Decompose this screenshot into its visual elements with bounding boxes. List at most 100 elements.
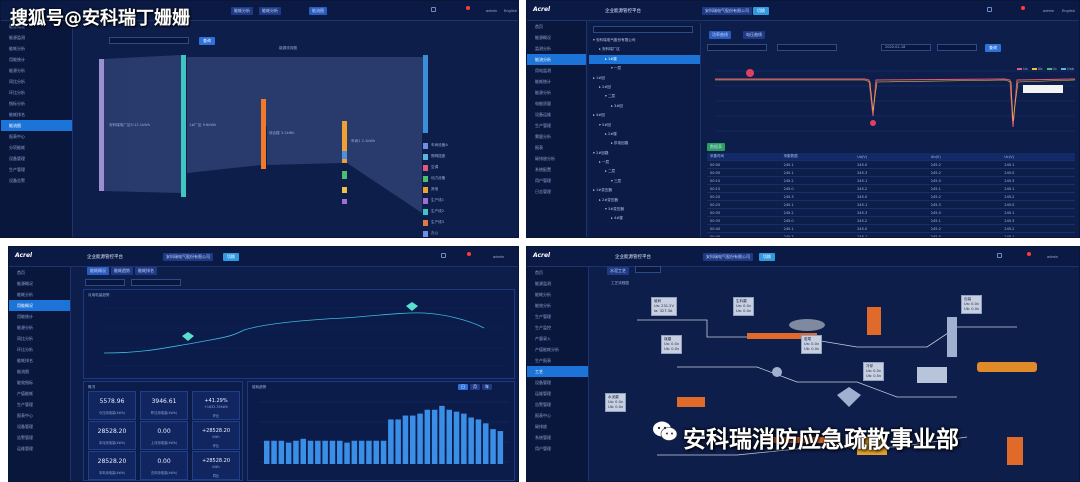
- tree-node[interactable]: ▾ 3#变压器: [605, 207, 625, 212]
- sidebar-item[interactable]: 用能统计: [17, 314, 33, 319]
- tree-node[interactable]: ▸ 二层: [605, 169, 616, 174]
- fullscreen-icon[interactable]: [431, 7, 436, 12]
- sidebar-item[interactable]: 环比分析: [9, 90, 25, 95]
- sidebar-item[interactable]: 运维管理: [535, 391, 551, 396]
- sidebar-item[interactable]: 产量录入: [535, 336, 551, 341]
- sidebar-item[interactable]: 能源监测: [9, 35, 25, 40]
- sidebar-item[interactable]: 生产管理: [535, 123, 551, 128]
- tab-rank[interactable]: 能耗排名: [135, 267, 157, 275]
- sidebar-item[interactable]: 系统管理: [535, 435, 551, 440]
- tab-trend[interactable]: 能耗趋势: [111, 267, 133, 275]
- sidebar-item[interactable]: 首页: [17, 270, 25, 275]
- tree-node[interactable]: ▸ 2#变压器: [599, 197, 619, 202]
- sidebar-item[interactable]: 能效分析: [535, 303, 551, 308]
- sidebar-item[interactable]: 分项能耗: [9, 145, 25, 150]
- sidebar-item[interactable]: 用能统计: [9, 57, 25, 62]
- period-month-button[interactable]: 月: [470, 384, 480, 390]
- company-selector[interactable]: 安科瑞电气股份有限公司: [703, 253, 753, 261]
- query-button[interactable]: 查询: [199, 37, 215, 45]
- sidebar-item[interactable]: 能流图: [17, 369, 29, 374]
- tree-node[interactable]: ▾ 一层: [611, 66, 622, 71]
- tab-overview[interactable]: 能耗概况: [87, 267, 109, 275]
- sidebar-item[interactable]: 设备运维: [535, 112, 551, 117]
- process-info-box[interactable]: 煤磨 Ua: 0.0v Ub: 0.0v: [661, 335, 683, 354]
- sidebar-item[interactable]: 能耗排名: [9, 112, 25, 117]
- type-select[interactable]: [707, 44, 767, 51]
- sidebar-item[interactable]: 运维管理: [17, 446, 33, 451]
- sidebar-item[interactable]: 能耗分析: [9, 46, 25, 51]
- tree-node[interactable]: ▸ 4#楼: [611, 216, 623, 221]
- tree-node[interactable]: ▾ 5#回: [599, 122, 611, 127]
- site-select[interactable]: [131, 279, 181, 286]
- tree-node[interactable]: ▾ 三层: [611, 178, 622, 183]
- sidebar-item[interactable]: 能流图: [1, 120, 72, 131]
- sidebar-item[interactable]: 生产管理: [9, 167, 25, 172]
- date-range-input[interactable]: [109, 37, 189, 44]
- tree-node[interactable]: ▸ 2#回: [599, 84, 611, 89]
- fullscreen-icon[interactable]: [441, 253, 446, 258]
- sidebar-item[interactable]: 设备管理: [9, 156, 25, 161]
- sidebar-item[interactable]: 生产监控: [535, 325, 551, 330]
- search-button[interactable]: 查询: [985, 44, 1001, 52]
- tree-node[interactable]: ▸ 4#回: [593, 113, 605, 118]
- sidebar-item[interactable]: 生产管理: [17, 402, 33, 407]
- sidebar-item[interactable]: 报表: [535, 145, 543, 150]
- tree-node[interactable]: ▾ 安科瑞电气股份有限公司: [593, 38, 636, 42]
- tree-node[interactable]: ▾ 2#回路: [593, 150, 609, 155]
- sidebar-item[interactable]: 碳排放分析: [535, 156, 555, 161]
- fullscreen-icon[interactable]: [997, 253, 1002, 258]
- sidebar-item[interactable]: 生产管理: [535, 314, 551, 319]
- tab-analysis[interactable]: 能耗分析: [231, 7, 253, 15]
- sidebar-item[interactable]: 能流分析: [527, 54, 586, 65]
- sidebar-item[interactable]: 首页: [535, 270, 543, 275]
- user-name[interactable]: admin: [1043, 9, 1055, 13]
- sidebar-item[interactable]: 产值能耗: [17, 391, 33, 396]
- user-name[interactable]: admin: [486, 9, 498, 13]
- period-select[interactable]: [777, 44, 837, 51]
- company-selector[interactable]: 安科瑞电气股份有限公司: [163, 253, 213, 261]
- sidebar-item[interactable]: 环比分析: [17, 347, 33, 352]
- sidebar-item[interactable]: 工艺: [527, 366, 588, 377]
- process-info-box[interactable]: 破碎 Ua: 231.2V Ia: 327.3A: [651, 297, 677, 316]
- period-year-button[interactable]: 年: [482, 384, 492, 390]
- user-name[interactable]: admin: [1047, 255, 1059, 259]
- sidebar-item[interactable]: 同比分析: [9, 79, 25, 84]
- sidebar-item[interactable]: 首页: [535, 24, 543, 29]
- alarm-dot-icon[interactable]: [1027, 252, 1031, 256]
- period-day-button[interactable]: 日: [458, 384, 468, 390]
- sidebar-item[interactable]: 设备管理: [535, 380, 551, 385]
- sidebar-item[interactable]: 同比分析: [17, 336, 33, 341]
- sidebar-item[interactable]: 设备告警: [9, 178, 25, 183]
- tab-voltage[interactable]: 电压曲线: [743, 31, 765, 39]
- sidebar-item[interactable]: 用能概况: [9, 300, 70, 311]
- language-link[interactable]: English: [504, 9, 517, 13]
- sidebar-item[interactable]: 用户管理: [535, 178, 551, 183]
- tree-search-input[interactable]: [593, 26, 693, 33]
- tree-node[interactable]: ▾ 二层: [605, 94, 616, 99]
- next-date-input[interactable]: [937, 44, 977, 51]
- sidebar-item[interactable]: 日志管理: [535, 189, 551, 194]
- sidebar-item[interactable]: 生产报表: [535, 358, 551, 363]
- sidebar-item[interactable]: 能耗统计: [535, 79, 551, 84]
- sidebar-item[interactable]: 能源概况: [535, 35, 551, 40]
- tab-flow[interactable]: 能流图: [309, 7, 327, 15]
- sidebar-item[interactable]: 系统配置: [535, 167, 551, 172]
- fullscreen-icon[interactable]: [987, 7, 992, 12]
- sidebar-item[interactable]: 报表中心: [17, 413, 33, 418]
- user-name[interactable]: admin: [493, 255, 505, 259]
- sidebar-item[interactable]: 电能质量: [535, 101, 551, 106]
- tree-node[interactable]: ▸ 2#楼: [605, 131, 617, 136]
- process-info-box[interactable]: 水泥磨 Ua: 0.0v Ub: 0.0v: [605, 393, 627, 412]
- sidebar-item[interactable]: 需量分析: [535, 134, 551, 139]
- process-info-box[interactable]: 生料磨 Ua: 0.0v Ua: 0.0v: [733, 297, 755, 316]
- switch-button[interactable]: 切换: [753, 7, 769, 15]
- sidebar-item[interactable]: 产值能耗分析: [535, 347, 559, 352]
- sidebar-item[interactable]: 监测分析: [535, 46, 551, 51]
- sidebar-item[interactable]: 能耗排名: [17, 358, 33, 363]
- alarm-dot-icon[interactable]: [466, 6, 470, 10]
- sidebar-item[interactable]: 能源概况: [9, 24, 25, 29]
- process-tab[interactable]: 水泥工艺: [607, 267, 629, 275]
- tree-node[interactable]: ▸ 1#楼: [589, 54, 700, 65]
- sidebar-item[interactable]: 用户管理: [535, 446, 551, 451]
- sidebar-item[interactable]: 能源分析: [17, 325, 33, 330]
